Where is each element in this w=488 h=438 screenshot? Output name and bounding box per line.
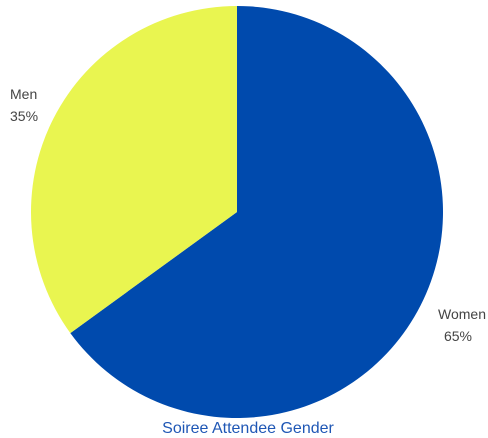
pie-slices: [30, 5, 443, 418]
slice-label-women-name: Women: [438, 306, 486, 322]
slice-label-women-value: 65%: [444, 328, 472, 344]
chart-title: Soiree Attendee Gender: [162, 420, 334, 437]
pie-slice-men: [30, 5, 238, 334]
pie-slice-women: [70, 6, 443, 418]
slice-label-men-value: 35%: [10, 108, 38, 124]
slice-label-men-name: Men: [10, 86, 37, 102]
